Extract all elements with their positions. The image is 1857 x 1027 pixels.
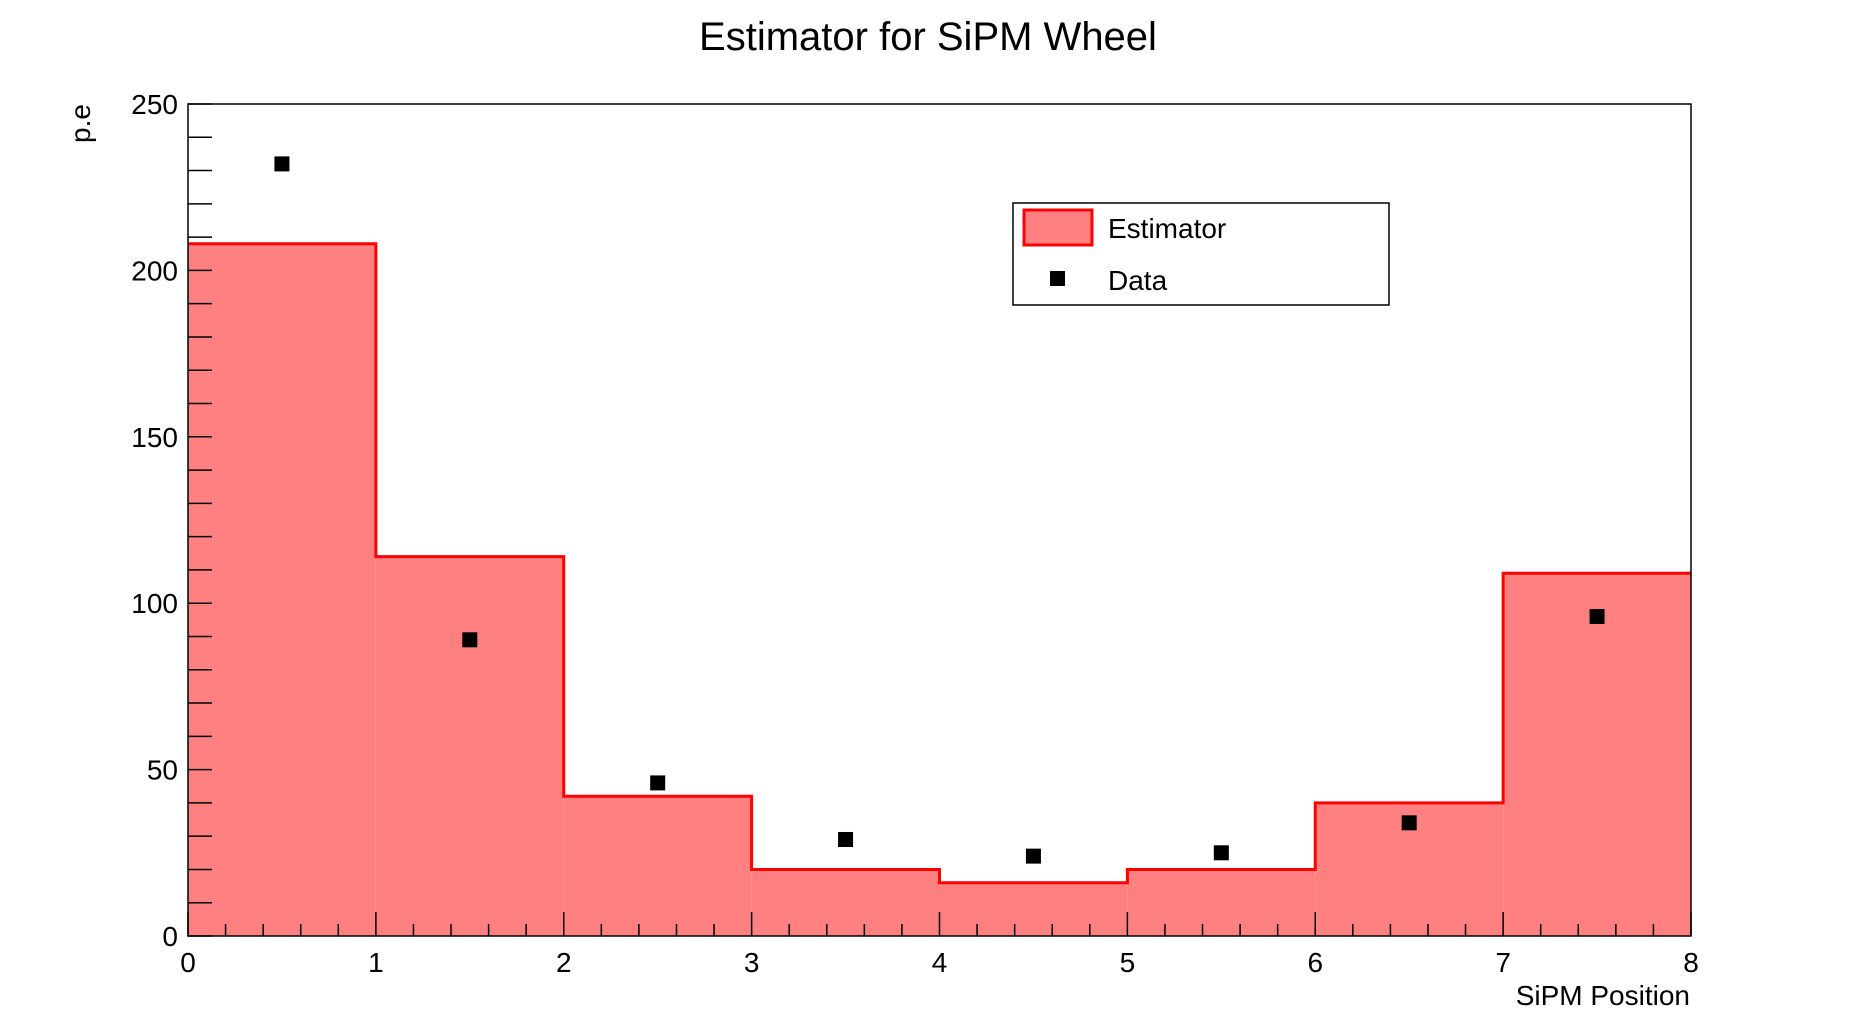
histogram-bar-8 [1503,573,1691,936]
histogram-bar-2 [375,556,564,936]
legend-estimator-label: Estimator [1108,213,1226,244]
x-axis-title: SiPM Position [1516,980,1690,1011]
y-tick-label-100: 100 [131,588,178,619]
histogram-bar-4 [751,869,940,936]
x-tick-label-2: 2 [556,947,572,978]
legend-data-label: Data [1108,265,1168,296]
data-point-2 [462,632,478,648]
data-point-8 [1589,609,1605,625]
data-point-1 [274,156,290,172]
y-tick-label-0: 0 [162,921,178,952]
data-point-6 [1213,845,1229,861]
x-tick-label-1: 1 [368,947,384,978]
histogram-bar-3 [563,796,752,936]
legend: Estimator Data [1012,202,1390,306]
y-tick-label-50: 50 [147,755,178,786]
data-point-7 [1401,815,1417,831]
x-tick-label-6: 6 [1307,947,1323,978]
data-point-4 [838,831,854,847]
histogram-bar-5 [939,882,1128,936]
x-axis: 0 1 2 3 4 5 6 7 8 [180,912,1699,978]
legend-estimator-swatch [1022,208,1094,247]
data-point-3 [650,775,666,791]
x-tick-label-4: 4 [932,947,948,978]
y-axis: 0 50 100 150 200 250 [131,89,212,952]
x-tick-label-7: 7 [1495,947,1511,978]
y-tick-label-200: 200 [131,255,178,286]
histogram-outline [188,242,1691,885]
y-tick-label-150: 150 [131,422,178,453]
x-tick-label-3: 3 [744,947,760,978]
legend-data-marker [1050,271,1065,286]
chart-title: Estimator for SiPM Wheel [699,15,1157,59]
y-axis-title: p.e [65,104,96,143]
plot-area [187,103,1692,937]
histogram-bar-6 [1127,869,1316,936]
x-tick-label-5: 5 [1120,947,1136,978]
x-tick-label-0: 0 [180,947,196,978]
histogram-bar-1 [188,243,376,936]
y-tick-label-250: 250 [131,89,178,120]
data-point-5 [1025,848,1041,864]
x-tick-label-8: 8 [1683,947,1699,978]
